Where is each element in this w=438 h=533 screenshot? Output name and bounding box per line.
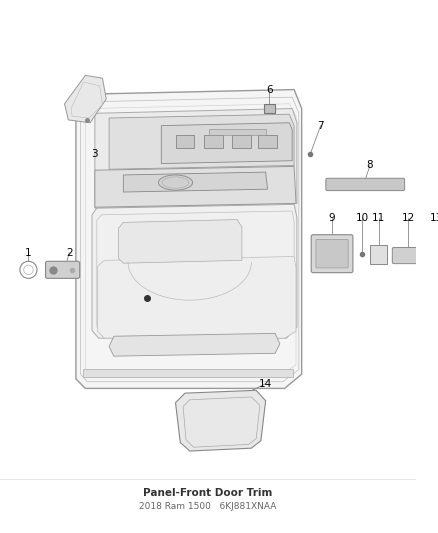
Text: 3: 3 [92,149,98,159]
Text: 14: 14 [259,378,272,389]
Text: 11: 11 [372,213,385,223]
FancyBboxPatch shape [424,252,438,265]
Polygon shape [119,220,242,263]
Bar [209,130,265,135]
Polygon shape [98,256,296,338]
Text: Panel-Front Door Trim: Panel-Front Door Trim [143,488,272,498]
Polygon shape [124,172,268,192]
Ellipse shape [159,175,193,190]
Polygon shape [76,90,302,389]
FancyBboxPatch shape [392,247,424,264]
FancyBboxPatch shape [46,261,80,278]
FancyBboxPatch shape [370,245,387,264]
Text: 2018 Ram 1500   6KJ881XNAA: 2018 Ram 1500 6KJ881XNAA [139,503,276,512]
Polygon shape [95,109,297,208]
Text: 7: 7 [318,120,324,131]
Polygon shape [176,390,265,451]
FancyBboxPatch shape [316,239,348,268]
Text: 4: 4 [162,175,170,185]
Polygon shape [95,166,296,207]
Bar [258,135,277,148]
Polygon shape [109,114,294,169]
Bar [204,135,223,148]
Polygon shape [161,123,292,164]
Polygon shape [92,204,297,338]
Polygon shape [109,333,280,356]
Text: 1: 1 [25,248,32,258]
FancyBboxPatch shape [326,178,405,191]
Text: 9: 9 [329,213,336,223]
Text: 10: 10 [356,213,369,223]
Text: 5: 5 [215,175,222,185]
Text: 2: 2 [66,248,73,258]
Text: 13: 13 [430,213,438,223]
Text: 12: 12 [401,213,414,223]
FancyBboxPatch shape [311,235,353,273]
Text: 6: 6 [266,85,273,94]
Bar [176,135,194,148]
Bar [264,104,275,114]
Bar [82,369,293,377]
Bar [233,135,251,148]
Text: 8: 8 [367,160,373,171]
Polygon shape [64,75,106,123]
